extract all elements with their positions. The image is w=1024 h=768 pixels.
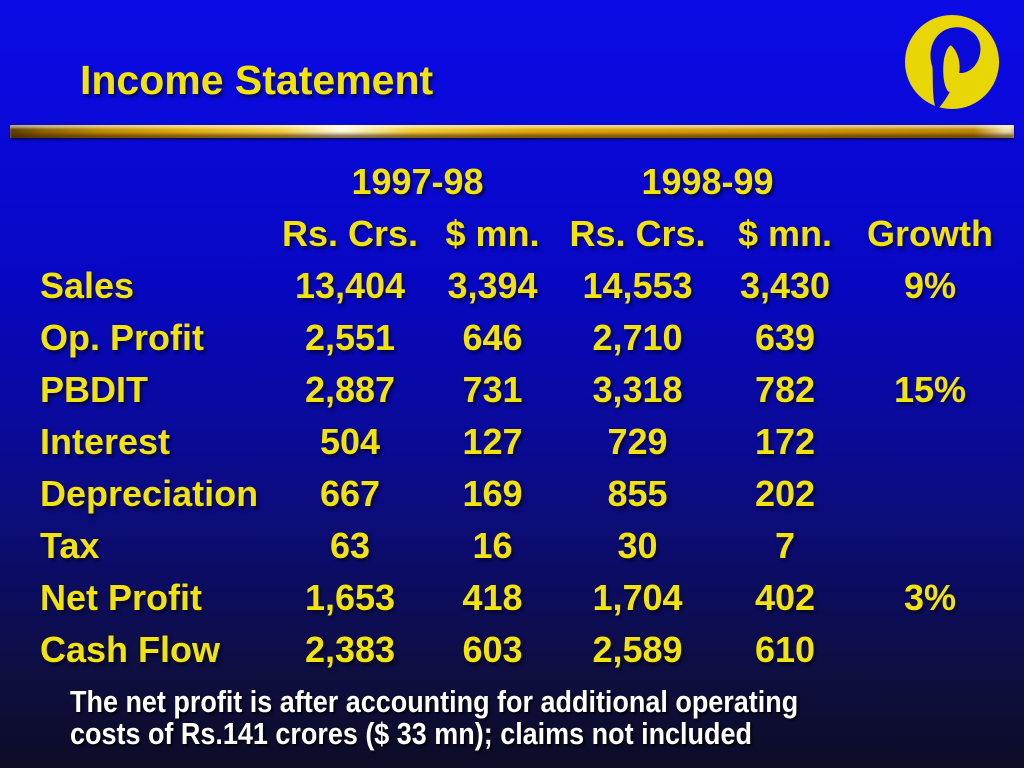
title-divider-bar: [10, 125, 1014, 138]
cell-value: 127: [462, 421, 523, 462]
cell-growth: 9%: [903, 265, 957, 306]
cell-value: 13,404: [294, 265, 406, 306]
cell-value: 7: [774, 525, 796, 566]
cell-value: 2,710: [592, 317, 683, 358]
cell-value: 30: [617, 525, 658, 566]
footnote-line-1: The net profit is after accounting for a…: [70, 684, 799, 719]
cell-value: 2,887: [304, 369, 396, 410]
footnote: The net profit is after accounting for a…: [70, 686, 907, 749]
page-title: Income Statement: [80, 57, 434, 103]
cell-value: 2,589: [592, 629, 683, 670]
row-label-net-profit: Net Profit: [40, 577, 202, 618]
row-label-op-profit: Op. Profit: [40, 317, 204, 358]
cell-value: 63: [329, 525, 371, 566]
reliance-flame-logo-icon: [904, 14, 1000, 110]
cell-value: 172: [754, 421, 816, 462]
cell-value: 729: [607, 421, 668, 462]
cell-growth: 3%: [903, 577, 957, 618]
year-header-1998-99: 1998-99: [641, 161, 774, 202]
col-header-rs-crs-1: Rs. Crs.: [281, 213, 419, 254]
cell-value: 202: [754, 473, 816, 514]
row-label-interest: Interest: [40, 421, 171, 462]
cell-value: 2,551: [304, 317, 396, 358]
cell-value: 782: [754, 369, 816, 410]
row-label-depreciation: Depreciation: [40, 473, 259, 514]
cell-value: 731: [462, 369, 523, 410]
row-label-pbdit: PBDIT: [40, 369, 148, 410]
cell-value: 639: [754, 317, 816, 358]
row-label-cash-flow: Cash Flow: [40, 629, 221, 670]
cell-value: 667: [319, 473, 381, 514]
cell-value: 169: [462, 473, 523, 514]
year-header-1997-98: 1997-98: [351, 161, 484, 202]
col-header-usd-mn-2: $ mn.: [737, 213, 833, 254]
cell-value: 603: [462, 629, 523, 670]
row-label-tax: Tax: [40, 525, 100, 566]
cell-value: 2,383: [304, 629, 396, 670]
cell-value: 14,553: [582, 265, 693, 306]
cell-value: 610: [754, 629, 816, 670]
cell-value: 3,318: [592, 369, 683, 410]
cell-value: 402: [754, 577, 816, 618]
col-header-growth: Growth: [867, 213, 993, 254]
cell-value: 3,394: [447, 265, 538, 306]
cell-value: 418: [462, 577, 523, 618]
cell-value: 504: [319, 421, 381, 462]
cell-value: 16: [472, 525, 513, 566]
col-header-rs-crs-2: Rs. Crs.: [569, 213, 706, 254]
cell-value: 646: [462, 317, 523, 358]
cell-value: 855: [607, 473, 668, 514]
col-header-usd-mn-1: $ mn.: [445, 213, 540, 254]
income-statement-table: 1997-98 1998-99 Rs. Crs. $ mn. Rs. Crs. …: [40, 156, 1005, 676]
footnote-line-2: costs of Rs.141 crores ($ 33 mn); claims…: [70, 715, 752, 751]
row-label-sales: Sales: [40, 265, 135, 306]
cell-value: 3,430: [739, 265, 831, 306]
cell-value: 1,704: [592, 577, 683, 618]
cell-growth: 15%: [893, 369, 967, 410]
cell-value: 1,653: [304, 577, 396, 618]
